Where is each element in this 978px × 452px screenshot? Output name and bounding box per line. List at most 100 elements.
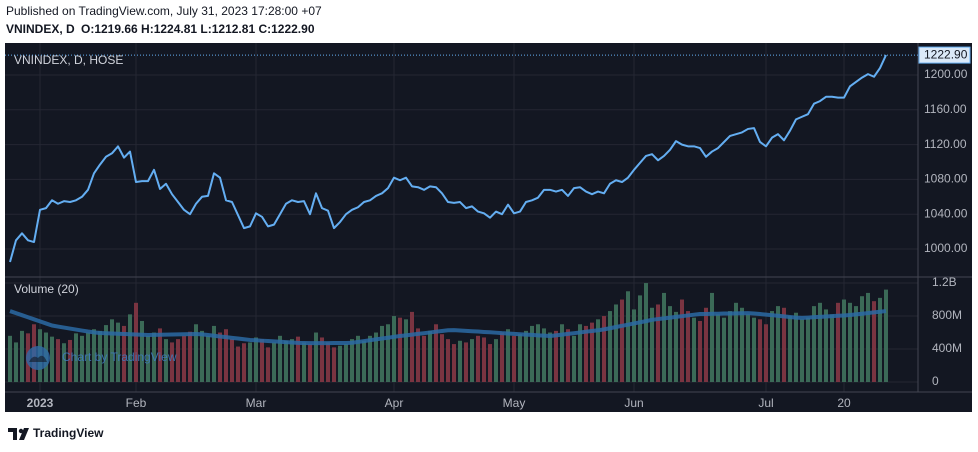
volume-bar [728, 311, 732, 383]
volume-bar [566, 329, 570, 383]
volume-bar [752, 317, 756, 383]
volume-bar [674, 311, 678, 383]
volume-bar [644, 283, 648, 383]
volume-bar [596, 319, 600, 383]
y-tick-label: 1040.00 [924, 206, 968, 220]
volume-bar [446, 339, 450, 383]
volume-bar [128, 314, 132, 383]
volume-bar [218, 332, 222, 383]
volume-bar [806, 317, 810, 383]
volume-bar [116, 322, 120, 383]
volume-bar [692, 317, 696, 383]
volume-bar [848, 302, 852, 383]
volume-bar [434, 324, 438, 383]
volume-bar [326, 342, 330, 383]
volume-ma [9, 309, 887, 346]
x-tick-label: Jul [758, 396, 773, 410]
volume-bar [146, 335, 150, 383]
volume-bar [158, 328, 162, 383]
volume-bar [548, 332, 552, 383]
y2-tick-label: 800M [932, 308, 962, 322]
volume-bar [74, 333, 78, 383]
volume-bar [266, 347, 270, 383]
last-price-label: 1222.90 [924, 47, 968, 61]
volume-bar [248, 342, 252, 383]
volume-bar [464, 342, 468, 383]
volume-bar [746, 314, 750, 383]
volume-bar [818, 302, 822, 383]
watermark-logo-cloud [29, 355, 47, 362]
volume-bar [230, 339, 234, 383]
volume-bar [122, 325, 126, 383]
volume-bar [200, 330, 204, 383]
y-tick-label: 1120.00 [924, 137, 967, 151]
price-line [9, 54, 887, 263]
volume-bar [854, 306, 858, 383]
brand-logo [8, 428, 29, 440]
volume-bar [242, 343, 246, 383]
volume-bar [152, 332, 156, 383]
volume-bar [800, 319, 804, 383]
ohlc: O:1219.66 H:1224.81 L:1212.81 C:1222.90 [81, 22, 315, 36]
volume-bar [224, 329, 228, 383]
volume-bar [176, 339, 180, 383]
volume-bar [416, 328, 420, 383]
volume-bar [608, 311, 612, 383]
volume-bar [866, 292, 870, 383]
volume-bar [140, 320, 144, 383]
x-tick-label: Jun [624, 396, 643, 410]
legend: VNINDEX, D, HOSE [14, 53, 123, 67]
volume-bar [134, 302, 138, 383]
volume-bar [518, 334, 522, 383]
volume-bar [422, 335, 426, 383]
volume-bar [824, 309, 828, 383]
volume-bar [794, 312, 798, 383]
volume-bar [638, 295, 642, 383]
x-tick-label: Mar [246, 396, 267, 410]
volume-bar [452, 344, 456, 383]
watermark: Chart by TradingView [62, 350, 177, 364]
volume-bar [374, 332, 378, 383]
volume-bar [398, 317, 402, 383]
x-tick-label: Apr [385, 396, 404, 410]
volume-bar [512, 335, 516, 383]
volume-bar [758, 319, 762, 383]
volume-bar [572, 335, 576, 383]
volume-bar [656, 304, 660, 383]
volume-bar [440, 334, 444, 383]
volume-bar [236, 346, 240, 383]
volume-bar [506, 329, 510, 383]
x-tick-label: May [503, 396, 526, 410]
y-tick-label: 1080.00 [924, 172, 968, 186]
volume-bar [68, 339, 72, 383]
volume-bar [722, 317, 726, 383]
volume-bar [704, 307, 708, 383]
volume-bar [542, 328, 546, 383]
volume-bar [380, 325, 384, 383]
volume-bar [698, 320, 702, 383]
volume-bar [428, 330, 432, 383]
y-tick-label: 1200.00 [924, 67, 968, 81]
volume-bar [842, 299, 846, 383]
volume-bar [662, 292, 666, 383]
volume-bar [50, 336, 54, 383]
volume-bar [602, 316, 606, 383]
volume-bar [830, 314, 834, 383]
volume-bar [164, 339, 168, 383]
volume-bar [710, 292, 714, 383]
volume-bar [188, 331, 192, 383]
volume-bar [578, 324, 582, 383]
volume-bar [530, 325, 534, 383]
volume-bar [332, 347, 336, 383]
volume-bar [716, 314, 720, 383]
volume-bar [770, 311, 774, 383]
published-line: Published on TradingView.com, July 31, 2… [6, 4, 322, 18]
y2-tick-label: 400M [932, 341, 962, 355]
volume-bar [668, 306, 672, 383]
volume-bar [470, 339, 474, 383]
symbol: VNINDEX, D [6, 22, 75, 36]
volume-bar [296, 336, 300, 383]
volume-bar [308, 344, 312, 383]
volume-bar [872, 301, 876, 383]
volume-bar [500, 332, 504, 383]
